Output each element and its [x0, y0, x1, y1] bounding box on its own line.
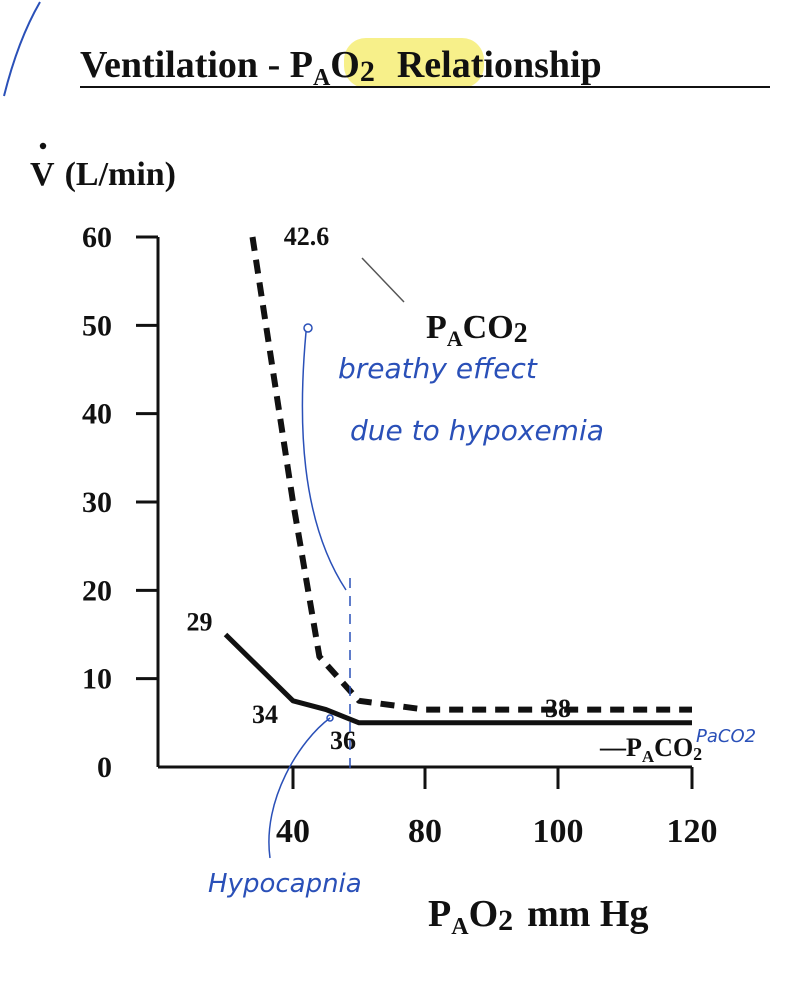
point-label-42-6: 42.6	[284, 222, 330, 251]
title-sym-p: P	[290, 44, 313, 86]
point-label-34: 34	[252, 700, 278, 729]
handwritten-notes: breathy effect due to hypoxemia Hypocapn…	[208, 323, 756, 899]
label-leader-line	[361, 257, 405, 303]
point-label-36: 36	[330, 726, 356, 755]
y-axis-v: V	[30, 156, 55, 193]
y-tick-label-0: 0	[97, 751, 112, 784]
legend-dash: —	[599, 733, 627, 762]
v-dot-icon	[39, 142, 47, 150]
title-rest: Relationship	[397, 44, 602, 86]
hand-note-paco2: PaCO2	[696, 726, 756, 747]
title-sym-sub: A	[313, 65, 331, 91]
hand-note-hypocapnia: Hypocapnia	[208, 869, 362, 899]
hand-arrow-tip	[326, 714, 334, 722]
title-highlight	[344, 38, 484, 88]
legend-two: 2	[693, 744, 702, 764]
x-tick-label-120: 120	[667, 813, 718, 850]
x-tick-label-100: 100	[533, 813, 584, 850]
legend-sub: A	[642, 747, 655, 766]
series-layer	[223, 236, 692, 726]
svg-text:V(L/min): V (L/min)	[30, 156, 176, 193]
hand-hypocapnia-arrow	[268, 717, 331, 859]
hand-pointer-line	[301, 331, 347, 591]
paco2-two: 2	[514, 318, 528, 349]
x-axis-label: PAO2 mm Hg	[428, 893, 649, 940]
corner-pen-stroke	[3, 1, 41, 97]
x-tick-label-40: 40	[276, 813, 310, 850]
x-axis-two: 2	[498, 904, 513, 937]
point-label-29: 29	[187, 608, 213, 637]
y-tick-label-20: 20	[82, 574, 112, 607]
y-tick-label-60: 60	[82, 221, 112, 254]
y-axis-unit: (L/min)	[65, 156, 176, 193]
x-axis-o: O	[469, 893, 499, 935]
title-main: Ventilation -	[80, 44, 290, 86]
title-sym-o: O	[330, 44, 360, 86]
y-ticks: 0 10 20 30 40 50 60	[82, 221, 158, 784]
paco2-p: P	[426, 309, 447, 346]
x-axis-sub: A	[451, 914, 469, 940]
y-tick-label-10: 10	[82, 663, 112, 696]
x-axis-unit: mm Hg	[527, 893, 648, 935]
y-tick-label-50: 50	[82, 309, 112, 342]
x-tick-label-80: 80	[408, 813, 442, 850]
x-axis-p: P	[428, 893, 451, 935]
legend-co: CO	[654, 733, 693, 762]
hand-note-breathing: breathy effect	[338, 352, 538, 385]
series-dashed-line	[249, 236, 692, 713]
paco2-curve-label: PACO2	[426, 309, 528, 351]
legend-p: P	[626, 733, 642, 762]
hand-note-due-to: due to hypoxemia	[350, 414, 604, 447]
y-tick-label-40: 40	[82, 398, 112, 431]
y-tick-label-30: 30	[82, 486, 112, 519]
chart-title: Ventilation - PAO2 Relationship	[80, 38, 770, 91]
legend-solid: —PACO2	[599, 733, 702, 766]
hand-pointer-dot	[303, 323, 313, 333]
x-ticks: 40 80 100 120	[276, 767, 718, 850]
point-labels: 29 34 36 38 42.6	[187, 222, 572, 755]
paco2-co: CO	[463, 309, 514, 346]
axes: 0 10 20 30 40 50 60 40 80 100 120	[82, 221, 718, 850]
y-axis-label: V (L/min)	[30, 142, 176, 193]
series-solid-line	[223, 632, 692, 726]
paco2-sub: A	[447, 326, 463, 351]
title-sym-2: 2	[360, 55, 375, 88]
point-label-38: 38	[545, 694, 571, 723]
